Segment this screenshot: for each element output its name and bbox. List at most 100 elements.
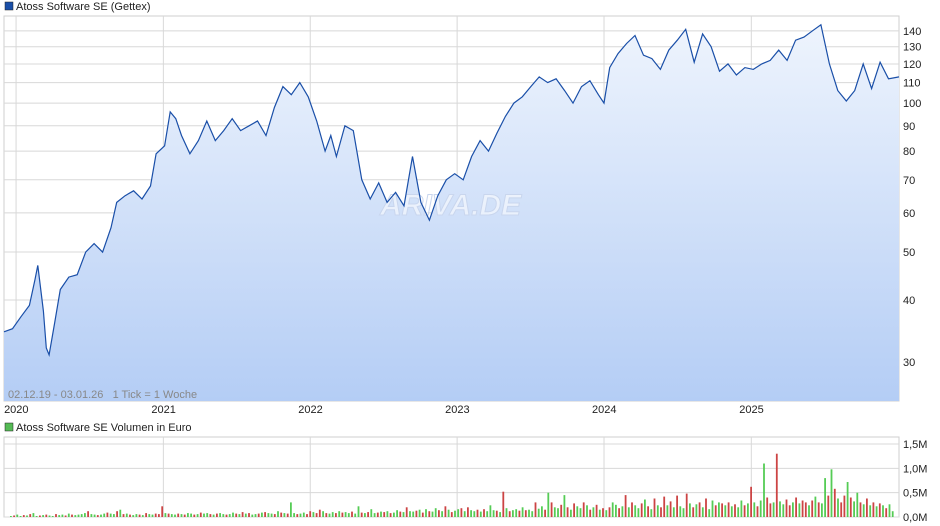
volume-bar (203, 513, 205, 517)
volume-bar (135, 514, 138, 517)
price-y-axis: 30 40 50 60 70 80 90 100 110 120 130 140 (903, 26, 921, 369)
volume-bar (154, 513, 157, 517)
price-y-tick-label: 110 (903, 78, 921, 90)
volume-bar (296, 514, 299, 517)
volume-bar (434, 508, 437, 517)
price-x-tick-label: 2023 (445, 404, 469, 416)
volume-bar (495, 510, 498, 517)
volume-bar (743, 505, 746, 517)
volume-y-tick-label: 1,0M (903, 463, 927, 475)
volume-bar (431, 511, 434, 517)
volume-bar (39, 515, 41, 517)
volume-legend-swatch (4, 422, 14, 432)
volume-bar (318, 509, 321, 517)
volume-bar (676, 495, 678, 517)
volume-bar (209, 514, 212, 517)
volume-bar (315, 513, 318, 517)
volume-bar (885, 508, 888, 517)
volume-bar (29, 514, 32, 517)
volume-bar (228, 514, 231, 517)
volume-bar (483, 509, 485, 517)
volume-bar (830, 469, 833, 517)
volume-bar (772, 502, 775, 517)
volume-bar (116, 511, 118, 517)
volume-bar (714, 505, 717, 517)
price-y-tick-label: 80 (903, 146, 915, 158)
volume-bar (132, 515, 135, 517)
volume-bar (846, 482, 849, 517)
volume-bar (576, 506, 579, 517)
volume-bar (232, 512, 234, 517)
volume-bar (808, 505, 810, 517)
volume-bar (701, 507, 704, 517)
volume-bar (360, 512, 363, 517)
volume-bar (849, 497, 852, 517)
volume-bar (537, 508, 540, 517)
volume-bar (32, 513, 35, 517)
volume-bar (615, 504, 617, 517)
volume-bar (753, 502, 756, 517)
volume-bar (270, 513, 273, 517)
volume-bar (222, 514, 225, 517)
volume-bar (640, 503, 643, 517)
price-legend-swatch (4, 1, 14, 11)
volume-bar (415, 510, 418, 517)
volume-bar (544, 509, 546, 517)
volume-bar (550, 502, 553, 517)
volume-bar (354, 513, 357, 517)
price-x-axis: 2020 2021 2022 2023 2024 2025 (4, 404, 764, 416)
volume-bar (875, 506, 878, 517)
volume-bar (196, 514, 199, 517)
volume-bar (167, 513, 170, 517)
volume-bar (113, 514, 115, 517)
volume-bar (386, 511, 389, 517)
volume-bar (277, 511, 279, 517)
volume-bar (199, 512, 202, 517)
volume-bar (212, 514, 215, 517)
volume-bar (457, 509, 460, 517)
volume-bar (180, 514, 183, 517)
volume-bar (364, 513, 366, 517)
price-x-tick-label: 2024 (592, 404, 616, 416)
volume-bar (35, 516, 38, 517)
volume-bar (724, 505, 727, 517)
volume-bar (10, 516, 12, 517)
volume-bar (788, 505, 791, 517)
volume-bar (460, 508, 463, 517)
volume-bar (737, 507, 740, 517)
volume-bar (833, 488, 836, 517)
volume-bar (103, 513, 106, 517)
volume-y-tick-label: 1,5M (903, 439, 927, 451)
volume-bars (10, 453, 894, 517)
volume-bar (692, 507, 695, 517)
volume-bar (380, 511, 382, 517)
volume-bar (727, 502, 730, 517)
volume-bar (367, 512, 369, 517)
volume-bar (447, 509, 450, 517)
price-line (3, 23, 900, 357)
volume-bar (666, 505, 669, 517)
volume-bar (145, 513, 147, 517)
volume-bar (306, 514, 308, 517)
price-y-tick-label: 130 (903, 42, 921, 54)
volume-bar (357, 506, 360, 517)
volume-bar (267, 513, 270, 517)
volume-bar (528, 509, 530, 517)
volume-bar (335, 513, 337, 517)
volume-bar (811, 500, 814, 517)
volume-bar (685, 493, 688, 517)
volume-bar (669, 501, 672, 517)
volume-bar (756, 506, 759, 517)
volume-bar (695, 504, 698, 517)
volume-bar (502, 491, 505, 517)
volume-bar (119, 509, 122, 517)
volume-bar (290, 502, 292, 517)
volume-bar (241, 512, 244, 517)
volume-bar (515, 509, 518, 517)
volume-bar (251, 514, 254, 517)
volume-bar (193, 514, 196, 517)
volume-bar (759, 500, 762, 517)
volume-bar (418, 509, 421, 517)
volume-bar (293, 513, 295, 517)
